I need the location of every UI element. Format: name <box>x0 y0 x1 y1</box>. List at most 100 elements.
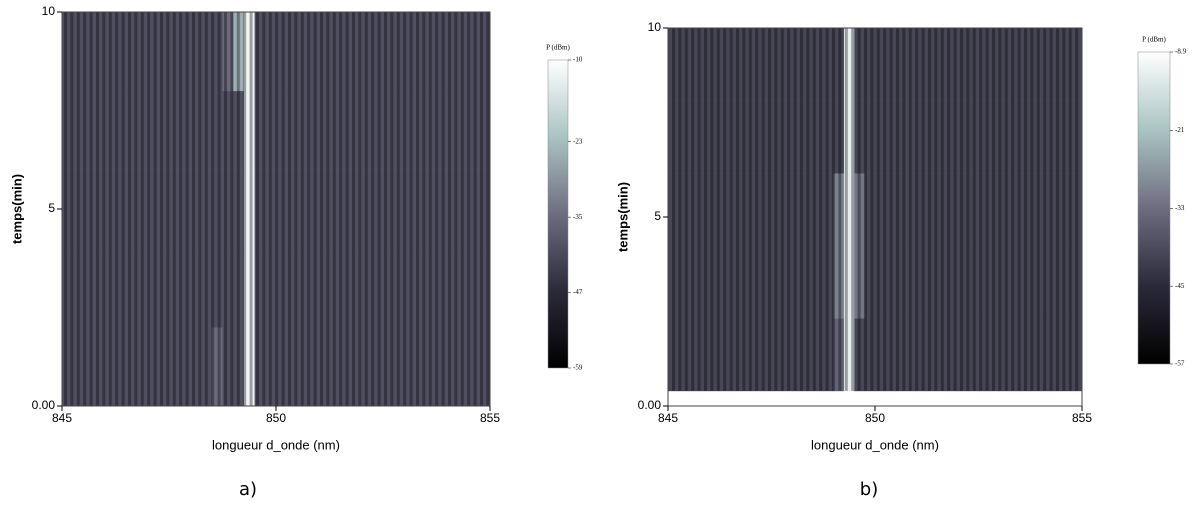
heatmap-cell <box>254 248 266 328</box>
heatmap-cell <box>147 327 159 407</box>
heatmap-cell <box>436 327 448 407</box>
heatmap-cell <box>479 169 491 249</box>
heatmap-cell <box>833 100 845 174</box>
heatmap-cell <box>937 318 948 392</box>
heatmap-cell <box>361 90 373 170</box>
heatmap-cell <box>340 327 352 407</box>
heatmap-cell <box>761 245 772 319</box>
heatmap-cell <box>719 28 731 101</box>
heatmap-cell <box>350 248 362 328</box>
heatmap-cell <box>383 90 394 170</box>
heatmap-cell <box>957 100 969 174</box>
heatmap-cell <box>286 169 298 249</box>
heatmap-cell <box>761 28 772 101</box>
heatmap-cell <box>1009 173 1021 247</box>
heatmap-cell <box>1050 100 1062 174</box>
heatmap-cell <box>211 248 223 328</box>
heatmap-cell <box>286 327 298 407</box>
heatmap-cell <box>668 245 679 319</box>
heatmap-cell <box>404 248 416 328</box>
heatmap-cell <box>179 12 191 92</box>
heatmap-cell <box>688 318 700 392</box>
heatmap-cell <box>158 12 170 92</box>
colorbar-tick-label: -47 <box>573 288 583 296</box>
heatmap-cell <box>885 28 896 101</box>
heatmap-cell <box>436 248 448 328</box>
heatmap-cell <box>895 173 907 247</box>
heatmap-cell <box>906 173 917 247</box>
heatmap-cell <box>875 173 886 247</box>
heatmap-cell <box>457 327 469 407</box>
heatmap-cell <box>792 100 803 174</box>
x-tick-label: 845 <box>52 411 72 425</box>
heatmap-cell <box>297 90 309 170</box>
heatmap-cell <box>1030 173 1041 247</box>
heatmap-cell <box>104 12 116 92</box>
heatmap-cell <box>916 100 928 174</box>
heatmap-cell <box>875 100 886 174</box>
heatmap-cell <box>730 173 741 247</box>
heatmap-cell <box>468 248 480 328</box>
heatmap-cell <box>678 100 689 174</box>
heatmap-cell <box>254 327 266 407</box>
x-axis-title: longueur d_onde (nm) <box>811 437 939 452</box>
heatmap-cell <box>179 169 191 249</box>
heatmap-cell <box>947 173 959 247</box>
heatmap-cell <box>415 12 427 92</box>
heatmap-cell <box>136 12 148 92</box>
heatmap-cell <box>115 12 127 92</box>
heatmap-cell <box>211 169 223 249</box>
heatmap-cell <box>158 169 170 249</box>
heatmap-cell <box>802 28 814 101</box>
heatmap-cell <box>329 327 341 407</box>
heatmap-cell <box>761 318 772 392</box>
heatmap-cell <box>688 173 700 247</box>
heatmap-cell <box>1061 318 1072 392</box>
heatmap-cell <box>479 248 491 328</box>
heatmap-cell <box>190 327 202 407</box>
heatmap-cell <box>222 12 234 92</box>
heatmap-cell <box>308 12 320 92</box>
heatmap-cell <box>233 90 245 170</box>
heatmap-cell <box>126 327 138 407</box>
heatmap-cell <box>136 169 148 249</box>
heatmap-cell <box>781 318 793 392</box>
heatmap-cell <box>1071 318 1083 392</box>
heatmap-cell <box>1071 28 1083 101</box>
heatmap-cell <box>329 12 341 92</box>
heatmap-cell <box>792 318 803 392</box>
x-tick-label: 855 <box>1072 411 1092 425</box>
heatmap-cell <box>415 248 427 328</box>
heatmap-cell <box>833 245 845 319</box>
heatmap-cell <box>436 90 448 170</box>
heatmap-cell <box>83 248 95 328</box>
heatmap-cell <box>169 248 180 328</box>
heatmap-cell <box>308 169 320 249</box>
heatmap-cell <box>1030 318 1041 392</box>
colorbar-tick-label: -8.9 <box>1175 48 1187 56</box>
heatmap-cell <box>147 169 159 249</box>
heatmap-cell <box>243 327 255 407</box>
heatmap-cell <box>843 28 855 101</box>
heatmap-cell <box>750 100 762 174</box>
heatmap-cell <box>62 327 73 407</box>
heatmap-cell <box>276 248 287 328</box>
heatmap-cell <box>885 318 896 392</box>
heatmap-cell <box>243 90 255 170</box>
heatmap-cell <box>1040 100 1052 174</box>
heatmap-cell <box>1061 245 1072 319</box>
heatmap-cell <box>479 90 491 170</box>
heatmap-cell <box>730 318 741 392</box>
heatmap-cell <box>730 28 741 101</box>
colorbar <box>547 59 569 369</box>
heatmap-cell <box>833 173 845 247</box>
heatmap-cell <box>415 90 427 170</box>
heatmap-cell <box>94 12 106 92</box>
y-tick-label: 10 <box>648 20 662 34</box>
heatmap-cell <box>978 100 990 174</box>
heatmap-cell <box>781 173 793 247</box>
heatmap-cell <box>158 327 170 407</box>
heatmap-cell <box>447 248 459 328</box>
heatmap-cell <box>62 248 73 328</box>
heatmap-cell <box>968 173 979 247</box>
